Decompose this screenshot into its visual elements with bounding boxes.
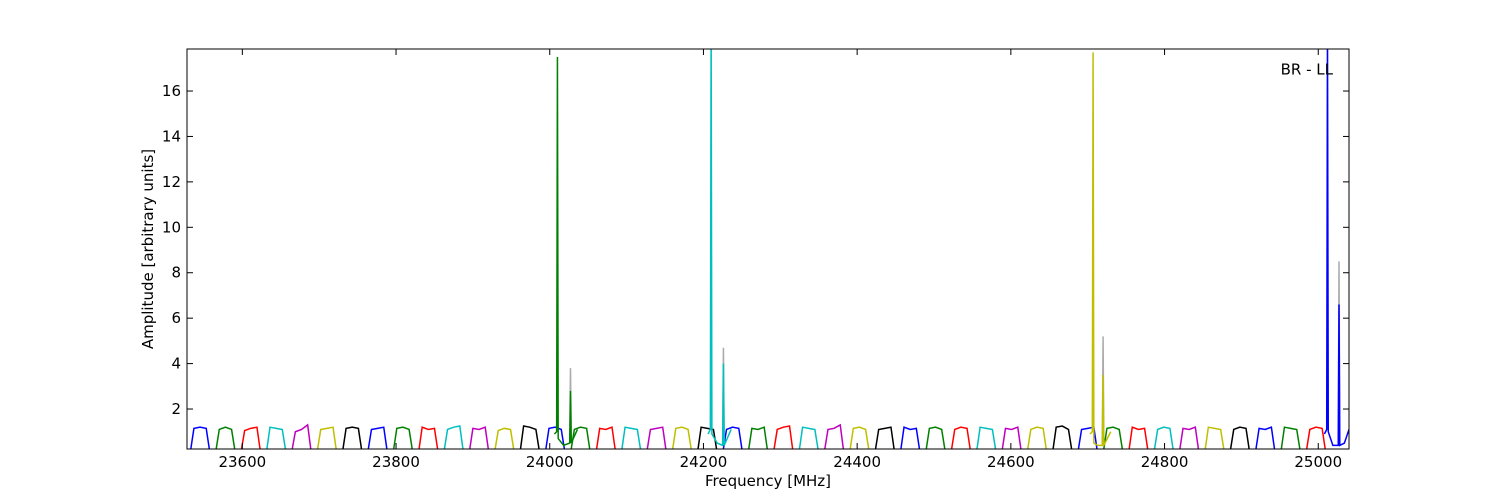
series-line bbox=[1052, 425, 1073, 449]
series-line bbox=[240, 426, 261, 449]
series-line bbox=[1323, 49, 1349, 447]
series-line bbox=[443, 425, 464, 449]
series-line bbox=[874, 426, 895, 449]
plot-area bbox=[190, 49, 1349, 449]
annotation: BR - LL bbox=[1281, 61, 1334, 79]
series-line bbox=[1255, 426, 1276, 449]
series-line bbox=[392, 426, 413, 449]
series-line bbox=[950, 426, 971, 449]
series-line bbox=[1103, 426, 1124, 449]
series-line bbox=[697, 426, 718, 449]
series-line bbox=[469, 426, 490, 449]
series-line bbox=[595, 426, 616, 449]
series-line bbox=[570, 426, 591, 449]
series-line bbox=[545, 426, 566, 449]
series-line bbox=[190, 426, 211, 449]
series-line bbox=[291, 423, 312, 449]
series-line bbox=[553, 56, 579, 447]
series-line bbox=[215, 426, 236, 449]
series-line bbox=[1280, 426, 1301, 449]
y-tick-label: 4 bbox=[171, 355, 181, 373]
series-line bbox=[671, 426, 692, 449]
x-tick-label: 24800 bbox=[1141, 453, 1189, 471]
series-line bbox=[316, 426, 337, 449]
series-line bbox=[976, 426, 997, 449]
y-tick-label: 10 bbox=[162, 218, 181, 236]
x-tick-label: 23600 bbox=[218, 453, 266, 471]
series-line bbox=[849, 426, 870, 449]
x-tick-label: 24200 bbox=[680, 453, 728, 471]
series-line bbox=[748, 426, 768, 449]
series-line bbox=[1089, 52, 1112, 447]
x-tick-label: 24600 bbox=[987, 453, 1035, 471]
series-line bbox=[621, 426, 642, 449]
series-line bbox=[266, 426, 287, 449]
series-line bbox=[900, 426, 921, 449]
y-axis-label: Amplitude [arbitrary units] bbox=[139, 149, 157, 349]
series-line bbox=[1305, 426, 1326, 449]
series-line bbox=[798, 426, 819, 449]
y-tick-label: 8 bbox=[171, 264, 181, 282]
series-line bbox=[1077, 426, 1098, 449]
x-tick-label: 23800 bbox=[372, 453, 420, 471]
series-line bbox=[1128, 426, 1149, 449]
series-line bbox=[773, 425, 794, 449]
series-line bbox=[722, 426, 743, 449]
y-tick-label: 6 bbox=[171, 309, 181, 327]
series-line bbox=[367, 426, 388, 449]
series-line bbox=[1153, 426, 1174, 449]
x-tick-label: 24000 bbox=[526, 453, 574, 471]
x-axis-label: Frequency [MHz] bbox=[705, 472, 831, 490]
series-line bbox=[646, 426, 667, 449]
series-line bbox=[1001, 426, 1022, 449]
series-line bbox=[494, 427, 515, 449]
series-line bbox=[1179, 426, 1200, 449]
series-line bbox=[925, 426, 946, 449]
axes-frame bbox=[186, 48, 1350, 450]
series-line bbox=[342, 426, 363, 449]
series-line bbox=[418, 426, 439, 449]
series-line bbox=[519, 425, 540, 449]
y-tick-label: 2 bbox=[171, 400, 181, 418]
series-line bbox=[1027, 426, 1047, 449]
series-line bbox=[824, 423, 845, 449]
y-tick-label: 12 bbox=[162, 173, 181, 191]
series-line bbox=[1229, 426, 1250, 449]
series-line bbox=[1204, 426, 1225, 449]
y-tick-label: 14 bbox=[162, 127, 181, 145]
y-tick-label: 16 bbox=[162, 82, 181, 100]
series-line bbox=[707, 49, 732, 447]
x-tick-label: 25000 bbox=[1294, 453, 1342, 471]
x-tick-label: 24400 bbox=[833, 453, 881, 471]
